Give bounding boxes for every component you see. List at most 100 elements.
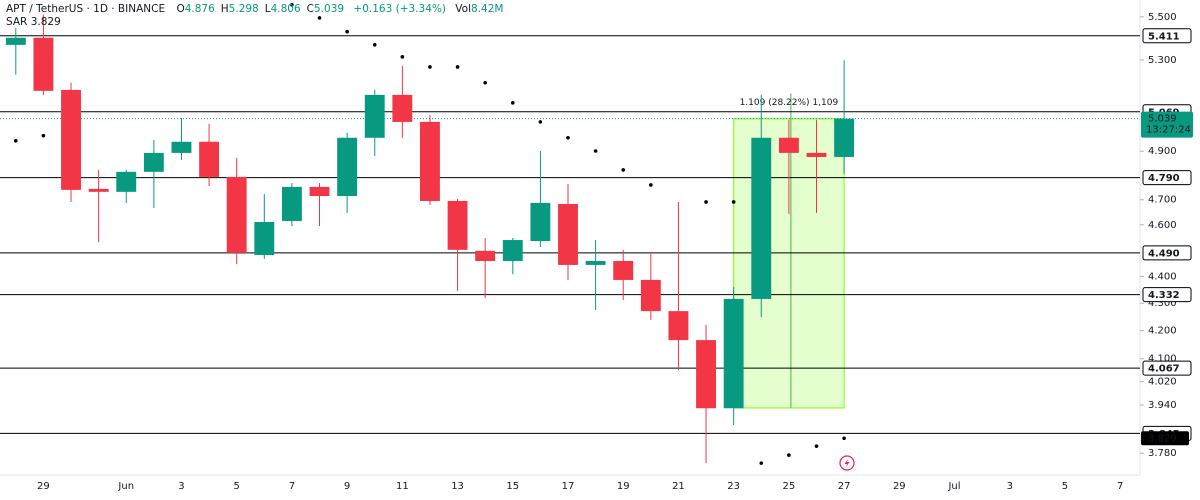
sar-dot: [14, 139, 18, 143]
measure-label: 1.109 (28.22%) 1,109: [740, 98, 839, 108]
sar-dot: [400, 55, 405, 59]
candle-body: [447, 200, 468, 250]
level-label: 4.490: [1148, 248, 1180, 259]
sar-axis-label: 3.829: [1148, 433, 1177, 444]
y-tick-label: 4.100: [1148, 354, 1177, 365]
level-box: [1142, 287, 1192, 303]
sar-dot: [759, 461, 764, 465]
candle-body: [226, 176, 247, 253]
candle-body: [778, 137, 799, 153]
sar-value: 3.829: [30, 16, 61, 28]
y-tick-label: 4.200: [1148, 326, 1177, 337]
candle-body: [668, 311, 689, 341]
event-icon[interactable]: [839, 455, 855, 471]
x-tick-label: 25: [783, 481, 796, 492]
sar-dot: [731, 200, 736, 204]
y-tick-label: 4.020: [1148, 377, 1177, 388]
sar-dot: [704, 200, 708, 204]
ohlc-value: 4.876: [184, 3, 215, 15]
sar-dot: [428, 65, 432, 69]
legend: APT / TetherUS · 1D · BINANCE O4.876 H5.2…: [6, 3, 509, 29]
ohlc-value: 4.806: [270, 3, 301, 15]
ohlc-value: 5.039: [314, 3, 345, 15]
sar-dot: [814, 444, 819, 448]
x-tick-label: 7: [289, 481, 295, 492]
y-tick-label: 4.400: [1148, 271, 1177, 282]
sar-dot: [290, 3, 294, 7]
ohlc-label: H: [220, 3, 229, 15]
candle-body: [530, 202, 551, 242]
y-tick-label: 4.900: [1148, 146, 1177, 157]
level-box: [1142, 360, 1192, 376]
change: +0.163 (+3.34%): [353, 3, 446, 15]
candle-body: [502, 240, 523, 261]
candle-body: [420, 121, 440, 201]
sar-dot: [317, 16, 322, 20]
y-tick-label: 4.600: [1148, 220, 1177, 231]
x-tick-label: 5: [1062, 481, 1068, 492]
candle-body: [116, 171, 137, 192]
x-tick-label: 9: [344, 481, 350, 492]
level-box: [1142, 28, 1192, 44]
level-box: [1142, 170, 1192, 186]
level-label: 4.790: [1148, 173, 1180, 184]
candle-body: [337, 137, 358, 197]
y-tick-label: 3.780: [1148, 448, 1177, 459]
candle-body: [834, 118, 855, 157]
y-tick-label: 3.940: [1148, 400, 1177, 411]
candle-body: [364, 94, 385, 138]
x-tick-label: 29: [37, 481, 50, 492]
candle-body: [171, 141, 192, 153]
x-tick-label: 19: [617, 481, 630, 492]
x-tick-label: 5: [233, 481, 239, 492]
level-box: [1142, 245, 1192, 261]
sar-row: SAR 3.829: [6, 16, 509, 29]
ohlc-label: C: [306, 3, 314, 15]
sar-dot: [842, 436, 846, 441]
symbol: APT / TetherUS · 1D · BINANCE: [6, 3, 166, 15]
x-tick-label: Jun: [117, 481, 134, 492]
sar-dot: [41, 133, 46, 138]
candle-body: [806, 152, 827, 157]
x-tick-label: 13: [451, 481, 464, 492]
sar-box: [1141, 431, 1189, 446]
candle-body: [61, 89, 81, 190]
volume: 8.42M: [471, 3, 504, 15]
sar-dot: [345, 29, 349, 34]
candle-body: [640, 279, 661, 312]
x-tick-label: 17: [562, 481, 575, 492]
last-price-label: 5.039: [1148, 114, 1177, 125]
candle-body: [475, 250, 496, 261]
sar-dot: [621, 168, 626, 172]
x-tick-label: 3: [1007, 481, 1013, 492]
ohlc-value: 5.298: [228, 3, 259, 15]
sar-dot: [787, 453, 791, 457]
sar-dot: [649, 183, 653, 187]
ohlc: O4.876 H5.298 L4.806 C5.039: [176, 3, 350, 15]
sar-dot: [483, 80, 487, 85]
candle-body: [585, 260, 606, 265]
candle-body: [558, 203, 578, 265]
x-tick-label: 27: [838, 481, 851, 492]
y-tick-label: 5.500: [1148, 12, 1177, 23]
ohlc-label: O: [176, 3, 185, 15]
y-tick-label: 5.300: [1148, 55, 1177, 66]
candle-body: [88, 188, 109, 192]
candle-body: [254, 221, 275, 256]
candle-body: [309, 186, 330, 197]
sar-name: SAR: [6, 16, 28, 28]
sar-dot: [566, 135, 570, 140]
candle-body: [281, 186, 302, 221]
last-price-box: [1141, 111, 1193, 138]
level-label: 5.411: [1148, 31, 1180, 42]
candle-body: [613, 260, 634, 280]
ohlc-label: L: [264, 3, 271, 15]
x-tick-label: 21: [672, 481, 685, 492]
y-tick-label: 4.300: [1148, 298, 1177, 309]
x-tick-label: 29: [893, 481, 906, 492]
candle-body: [33, 37, 54, 91]
candle-body: [723, 298, 744, 409]
candle-body: [143, 152, 164, 172]
